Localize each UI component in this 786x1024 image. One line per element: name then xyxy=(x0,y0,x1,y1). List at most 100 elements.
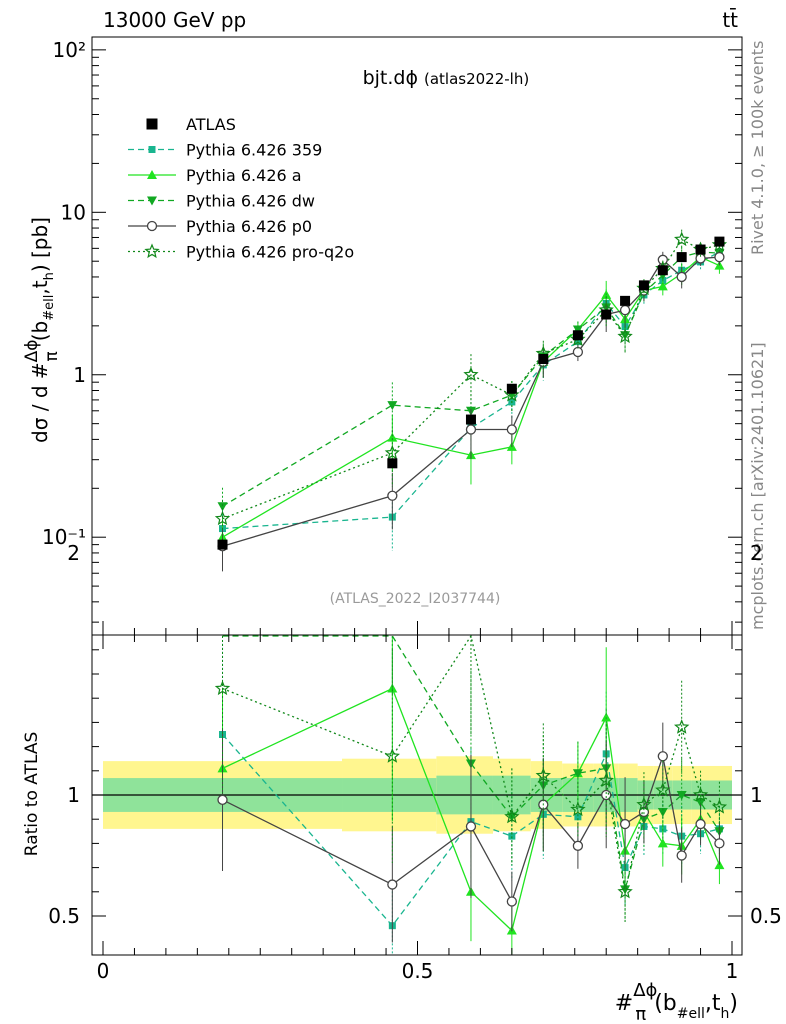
ratio-point xyxy=(570,801,586,817)
data-point xyxy=(387,401,398,411)
legend-marker xyxy=(147,196,157,206)
ratio-point xyxy=(535,767,552,783)
atlas-point xyxy=(538,354,549,365)
ratio-point xyxy=(217,794,228,805)
data-point xyxy=(617,328,633,344)
atlas-point xyxy=(620,295,631,306)
legend-marker xyxy=(147,170,157,179)
data-point xyxy=(572,346,584,358)
ratio-point xyxy=(692,786,709,802)
legend-marker xyxy=(144,243,160,259)
series-atlas xyxy=(217,236,725,550)
ratio-point xyxy=(619,818,631,830)
ratio-panel: 0.5 0.5 1 1 2 2 0 0.5 1 xyxy=(48,541,782,983)
data-point xyxy=(214,510,231,526)
ratio-point xyxy=(714,838,725,849)
series-line xyxy=(222,256,720,547)
atlas-point xyxy=(506,383,517,394)
atlas-point xyxy=(695,244,706,255)
data-point xyxy=(657,281,668,291)
ratio-point xyxy=(572,769,583,779)
data-point xyxy=(387,490,398,501)
y-tick-label: 10² xyxy=(53,38,86,62)
legend-marker xyxy=(146,118,158,130)
ratio-pythia-6-426-pro-q2o xyxy=(214,634,728,924)
atlas-point xyxy=(676,252,687,263)
ratio-point xyxy=(636,796,652,812)
atlas-point xyxy=(657,265,668,276)
legend-item-pythia-6-426-pro-q2o: Pythia 6.426 pro-q2o xyxy=(128,243,354,262)
y-tick-label: 1 xyxy=(73,363,86,387)
legend: ATLAS Pythia 6.426 359 Pythia 6.426 a Pythi… xyxy=(128,115,354,262)
rivet-version-label: Rivet 4.1.0, ≥ 100k events xyxy=(748,41,767,255)
y-axis-label: dσ / d #Δϕπ(b#ell,th) [pb] xyxy=(22,217,62,443)
ratio-series xyxy=(214,634,728,954)
legend-marker xyxy=(146,220,158,232)
ratio-point xyxy=(572,840,584,851)
ratio-point xyxy=(508,832,516,840)
y-axis-label-text: dσ / d #Δϕπ(b#ell,th) [pb] xyxy=(22,217,62,443)
legend-label: Pythia 6.426 p0 xyxy=(186,217,312,236)
ratio-point xyxy=(465,821,477,832)
data-point xyxy=(217,502,228,512)
plot-subtitle: (atlas2022-lh) xyxy=(424,70,529,88)
data-point xyxy=(619,304,631,316)
x-ticks: 0 0.5 1 xyxy=(97,621,739,983)
x-tick-label: 1 xyxy=(726,959,739,983)
ratio-point xyxy=(711,799,728,814)
ratio-point xyxy=(214,680,231,696)
ratio-point xyxy=(620,885,631,895)
ratio-tick-label-right: 1 xyxy=(750,783,763,807)
data-point xyxy=(465,424,477,435)
ratio-axis-label: Ratio to ATLAS xyxy=(22,732,42,857)
legend-label: Pythia 6.426 a xyxy=(186,166,302,185)
legend-marker xyxy=(148,146,156,153)
ratio-pythia-6-426-p0 xyxy=(217,722,725,943)
legend-item-atlas: ATLAS xyxy=(146,115,236,134)
ratio-point xyxy=(695,818,706,830)
ratio-point xyxy=(504,808,520,824)
ratio-point xyxy=(601,712,612,722)
y-tick-label: 10⁻¹ xyxy=(42,525,86,549)
legend-item-pythia-6-426-p0: Pythia 6.426 p0 xyxy=(128,217,312,236)
y-tick-label: 10 xyxy=(61,200,86,224)
legend-item-pythia-6-426-dw: Pythia 6.426 dw xyxy=(128,192,315,211)
process-label: tt̄ xyxy=(722,7,738,32)
ratio-tick-label-right: 2 xyxy=(750,541,763,565)
atlas-point xyxy=(217,539,228,550)
main-series xyxy=(214,229,728,572)
ratio-point xyxy=(657,807,668,817)
legend-label: Pythia 6.426 359 xyxy=(186,141,322,160)
ratio-point xyxy=(617,883,633,899)
data-point xyxy=(384,444,400,460)
data-point xyxy=(387,432,398,442)
atlas-point xyxy=(638,280,649,291)
data-point xyxy=(657,254,668,265)
data-point xyxy=(676,271,687,283)
ratio-point xyxy=(387,879,398,890)
atlas-point xyxy=(387,458,398,469)
ratio-y-ticks: 0.5 0.5 1 1 2 2 xyxy=(48,541,782,928)
ratio-tick-label-left: 1 xyxy=(67,783,80,807)
mcplots-label: mcplots.cern.ch [arXiv:2401.10621] xyxy=(748,342,767,630)
ratio-point xyxy=(384,748,400,763)
atlas-point xyxy=(465,414,476,425)
data-point xyxy=(572,325,583,335)
legend-label: Pythia 6.426 pro-q2o xyxy=(186,243,354,262)
ratio-tick-label-left: 2 xyxy=(67,541,80,565)
main-y-ticks: 10⁻¹ 1 10 10² xyxy=(42,38,742,623)
x-tick-label: 0.5 xyxy=(402,959,434,983)
ratio-point xyxy=(676,850,687,861)
series-line xyxy=(222,256,720,538)
atlas-point xyxy=(572,330,583,341)
ratio-tick-label-right: 0.5 xyxy=(750,904,782,928)
x-tick-label: 0 xyxy=(97,959,110,983)
data-point xyxy=(714,251,725,263)
data-point xyxy=(506,424,518,435)
main-panel: 10⁻¹ 1 10 10² bjt.dϕ (atlas2022-lh) (ATLAS_… xyxy=(42,36,743,636)
ratio-point xyxy=(676,791,687,800)
ratio-point xyxy=(598,772,614,787)
analysis-watermark: (ATLAS_2022_I2037744) xyxy=(330,591,501,607)
ratio-point xyxy=(506,896,518,907)
